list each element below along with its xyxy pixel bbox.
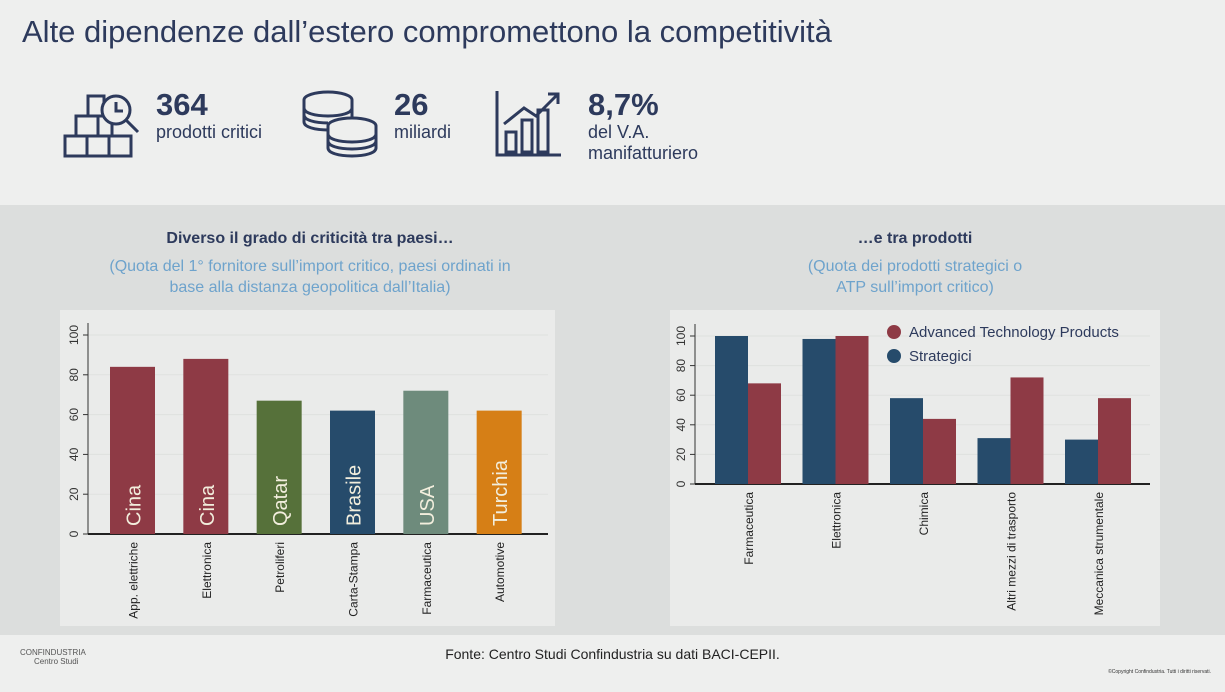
chart-countries: 0 20 40 60 80 100 Cina App. elettriche Cina Elett… [60, 310, 555, 626]
subtitle-line: ATP sull’import critico) [836, 279, 994, 296]
kpi-value: 26 [394, 87, 429, 122]
bar-atp [1010, 377, 1044, 484]
legend-marker [887, 325, 901, 339]
footer [0, 635, 1225, 692]
bar-label: Cina [197, 484, 219, 526]
bar [183, 358, 229, 534]
boxes-magnifier-icon [63, 94, 140, 158]
chart2-title: …e tra prodotti [857, 230, 973, 247]
y-tick-label: 80 [674, 359, 688, 373]
y-tick-label: 20 [674, 447, 688, 461]
bar-label: Turchia [490, 459, 512, 526]
kpi-label: prodotti critici [156, 122, 263, 142]
chart-products: 0 20 40 60 80 100 Farmaceutica Elettronica Chimi… [670, 310, 1160, 626]
bar [256, 400, 302, 534]
legend-label: Advanced Technology Products [909, 324, 1119, 341]
x-tick-label: Elettronica [200, 542, 214, 599]
bar-label: Cina [124, 484, 146, 526]
x-tick-label: Meccanica strumentale [1092, 492, 1106, 616]
x-tick-label: Farmaceutica [420, 542, 434, 615]
bar [476, 410, 522, 534]
y-tick-label: 20 [67, 487, 81, 501]
legend-marker [887, 349, 901, 363]
x-tick-label: Elettronica [830, 492, 844, 549]
x-tick-label: Farmaceutica [742, 492, 756, 565]
x-tick-label: Petroliferi [273, 542, 287, 593]
x-tick-label: Carta-Stampa [347, 542, 361, 617]
bar [403, 390, 449, 534]
kpi-label-2: manifatturiero [588, 143, 699, 163]
bar-label: Brasile [344, 465, 366, 526]
subtitle-line: (Quota del 1° fornitore sull’import crit… [109, 258, 511, 275]
bar-strategici [802, 338, 836, 484]
logo-name: CONFINDUSTRIA [20, 648, 86, 657]
y-tick-label: 40 [674, 418, 688, 432]
y-tick-label: 80 [67, 368, 81, 382]
legend-label: Strategici [909, 348, 972, 365]
bar-atp [835, 336, 869, 484]
x-tick-label: Automotive [493, 542, 507, 602]
subtitle-line: base alla distanza geopolitica dall’Ital… [169, 279, 451, 296]
bar-strategici [890, 398, 923, 484]
kpi-value: 8,7% [588, 87, 659, 122]
chart1-title: Diverso il grado di criticità tra paesi… [166, 230, 454, 247]
confindustria-logo: CONFINDUSTRIA Centro Studi [20, 648, 86, 666]
page-title: Alte dipendenze dall’estero comprometton… [22, 14, 832, 49]
chart1-subtitle: (Quota del 1° fornitore sull’import crit… [40, 256, 580, 298]
bar-strategici [715, 336, 748, 484]
bar-strategici [1065, 439, 1098, 484]
kpi-billions: 26 miliardi [300, 88, 451, 158]
source-note: Fonte: Centro Studi Confindustria su dat… [445, 646, 780, 662]
bar-label: Qatar [270, 476, 292, 526]
y-tick-label: 60 [67, 408, 81, 422]
x-tick-label: App. elettriche [127, 542, 141, 619]
y-tick-label: 0 [674, 480, 688, 487]
y-tick-label: 100 [674, 326, 688, 346]
bar-label: USA [417, 484, 439, 526]
y-tick-label: 0 [67, 530, 81, 537]
subtitle-line: (Quota dei prodotti strategici o [807, 258, 1023, 275]
bar [330, 410, 375, 534]
kpi-products: 364 prodotti critici [62, 88, 262, 158]
coins-icon [302, 90, 378, 158]
x-tick-label: Altri mezzi di trasporto [1005, 492, 1019, 611]
bar-atp [923, 418, 956, 484]
kpi-value: 364 [156, 87, 208, 122]
bar-atp [748, 383, 781, 484]
kpi-va: 8,7% del V.A. manifatturiero [494, 88, 698, 164]
bar-atp [1098, 398, 1131, 484]
y-tick-label: 100 [67, 325, 81, 345]
y-tick-label: 60 [674, 388, 688, 402]
kpi-label: miliardi [394, 122, 452, 142]
y-tick-label: 40 [67, 447, 81, 461]
kpi-label: del V.A. [588, 122, 650, 142]
bar-chart-growth-icon [495, 91, 561, 157]
logo-sub: Centro Studi [34, 657, 79, 666]
bar [110, 366, 155, 534]
bar-strategici [977, 438, 1011, 484]
copyright: ©Copyright Confindustria. Tutti i diritt… [1108, 669, 1211, 675]
chart2-subtitle: (Quota dei prodotti strategici o ATP sull… [670, 256, 1160, 298]
x-tick-label: Chimica [917, 492, 931, 536]
